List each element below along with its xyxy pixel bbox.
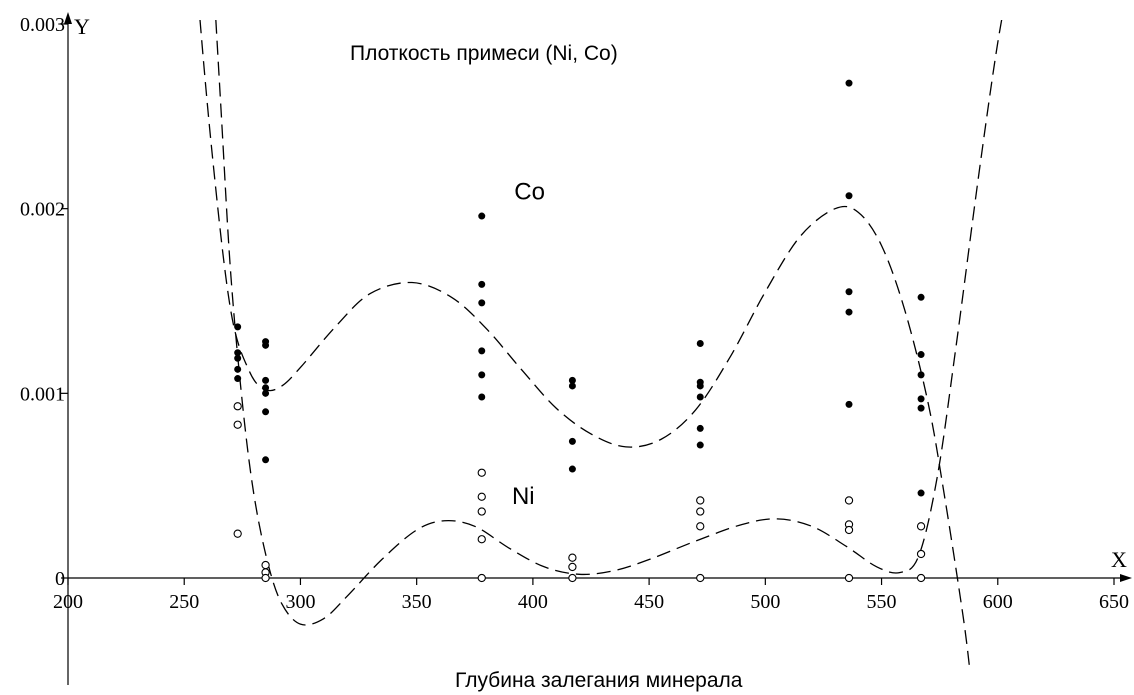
co-data-point [478, 212, 486, 220]
x-tick-label: 200 [53, 591, 83, 613]
x-tick-label: 650 [1099, 591, 1129, 613]
co-data-point [917, 293, 925, 301]
co-fit-curve [199, 20, 971, 670]
ni-data-point [696, 522, 705, 531]
co-data-point [696, 393, 704, 401]
co-data-point [845, 79, 853, 87]
ni-data-point [568, 573, 577, 583]
x-tick-label: 350 [402, 591, 432, 613]
co-data-point [696, 441, 704, 449]
ni-data-point [477, 468, 486, 477]
x-axis-letter: X [1111, 547, 1127, 572]
ni-data-point [844, 525, 854, 535]
co-data-point [568, 465, 576, 473]
ni-data-point [477, 492, 486, 501]
co-data-point [234, 354, 242, 362]
co-data-point [262, 376, 270, 384]
x-tick-label: 600 [983, 591, 1013, 613]
co-data-point [234, 375, 242, 383]
chart-title: Плоткость примеси (Ni, Co) [350, 42, 618, 65]
ni-data-point [261, 573, 270, 583]
fit-curves [199, 20, 1003, 670]
ni-data-point [844, 496, 854, 505]
ni-data-point [477, 573, 486, 583]
ni-data-point [916, 573, 926, 583]
co-data-point [262, 408, 270, 416]
y-tick-label: 0.002 [20, 199, 65, 221]
x-tick-label: 450 [634, 591, 664, 613]
co-data-point [568, 382, 576, 390]
co-data-point [917, 395, 925, 403]
ni-data-point [916, 522, 926, 531]
y-ticks: 0 0.001 0.002 0.003 [20, 14, 68, 590]
x-axis: X [68, 547, 1132, 582]
co-data-point [845, 288, 853, 296]
ni-data-point [261, 560, 270, 570]
ni-data-point [844, 573, 854, 583]
ni-data-point [233, 420, 242, 429]
ni-data-point [568, 562, 577, 572]
ni-data-point [568, 553, 577, 562]
x-axis-arrow-icon [1120, 574, 1132, 582]
co-data-point [478, 347, 486, 355]
series-annotation-co: Co [514, 178, 545, 205]
co-data-point [845, 400, 853, 408]
co-data-point [696, 339, 704, 347]
co-data-point [696, 424, 704, 432]
ni-data-point [696, 507, 705, 516]
ni-fit-curve [215, 20, 1003, 626]
y-tick-label: 0 [55, 568, 65, 590]
co-data-point [568, 437, 576, 445]
ni-data-point [916, 549, 926, 559]
x-tick-label: 550 [867, 591, 897, 613]
x-ticks: 200 250 300 350 400 450 500 550 600 650 [53, 578, 1129, 613]
y-axis: Y [64, 12, 90, 685]
co-data-point [478, 393, 486, 401]
x-tick-label: 300 [285, 591, 315, 613]
co-data-point [262, 341, 270, 349]
co-data-point [917, 371, 925, 379]
ni-data-point [477, 535, 486, 544]
ni-data-point [477, 507, 486, 516]
series-annotation-ni: Ni [512, 483, 535, 510]
co-data-point [917, 351, 925, 359]
co-data-point [478, 299, 486, 307]
co-data-point [478, 371, 486, 379]
co-data-point [845, 308, 853, 316]
co-data-point [917, 404, 925, 412]
ni-data-point [233, 402, 242, 411]
ni-data-point [233, 529, 242, 538]
co-data-point [917, 489, 925, 497]
co-data-point [234, 323, 242, 331]
ni-data-point [696, 496, 705, 505]
x-tick-label: 500 [750, 591, 780, 613]
data-points [233, 79, 926, 583]
co-data-point [262, 389, 270, 397]
y-tick-label: 0.001 [20, 383, 65, 405]
y-axis-letter: Y [74, 14, 90, 39]
x-axis-label: Глубина залегания минерала [455, 669, 743, 692]
ni-data-point [696, 573, 705, 583]
x-tick-label: 250 [169, 591, 199, 613]
co-data-point [696, 382, 704, 390]
co-data-point [234, 365, 242, 373]
y-axis-arrow-icon [64, 12, 72, 24]
series-annotations: Co Ni [512, 178, 545, 510]
co-data-point [262, 456, 270, 464]
co-data-point [845, 192, 853, 200]
x-tick-label: 400 [518, 591, 548, 613]
y-tick-label: 0.003 [20, 14, 65, 36]
co-data-point [478, 280, 486, 288]
